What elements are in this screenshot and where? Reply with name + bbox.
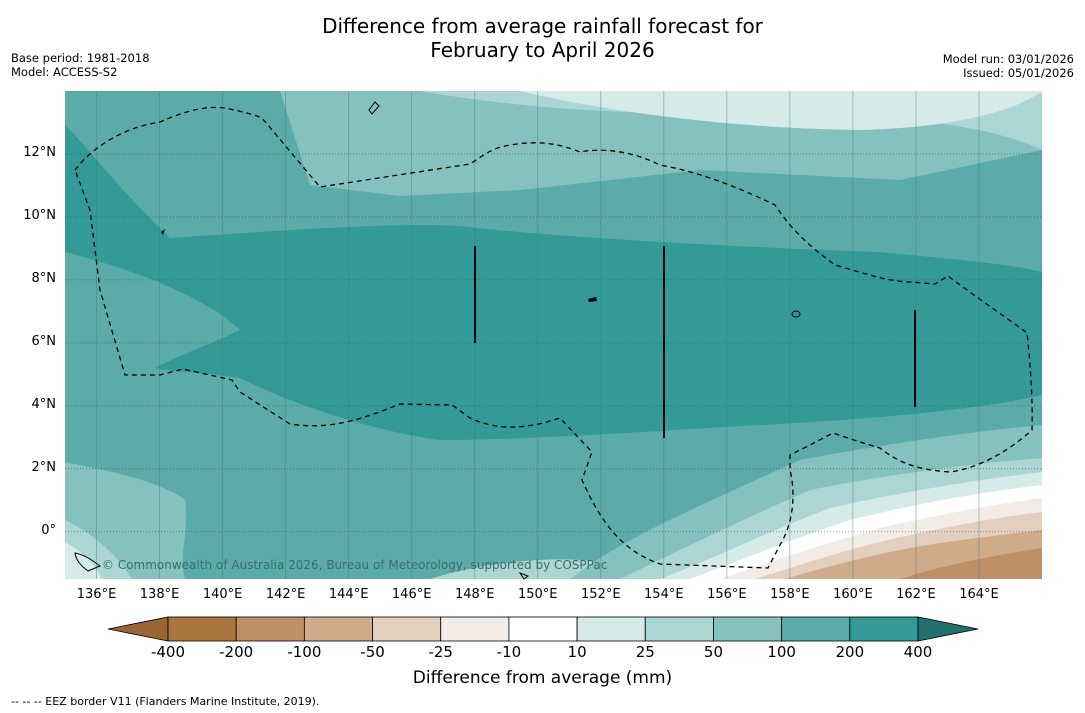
lon-tick-label: 140°E <box>202 587 243 602</box>
lat-tick-label: 2°N <box>31 459 57 475</box>
island-yap <box>161 229 165 235</box>
lon-tick-label: 160°E <box>833 587 873 602</box>
lon-tick-label: 158°E <box>770 587 810 602</box>
lon-tick-label: 136°E <box>76 587 117 602</box>
colorbar-segment-9 <box>781 616 851 642</box>
colorbar-tick-label: -10 <box>496 643 522 661</box>
model-name: Model: ACCESS-S2 <box>11 65 118 79</box>
lat-tick-label: 12°N <box>23 144 56 160</box>
lon-tick-label: 142°E <box>265 587 306 602</box>
colorbar-tick-label: -400 <box>150 643 186 661</box>
contour-deep-teal <box>65 125 1042 440</box>
colorbar-segment-5 <box>508 616 578 642</box>
lon-tick-label: 162°E <box>896 587 936 602</box>
lon-tick-label: 146°E <box>391 587 432 602</box>
colorbar-tick-label: 50 <box>703 643 723 661</box>
model-run: Model run: 03/01/2026 <box>942 52 1074 66</box>
colorbar-segment-8 <box>713 616 783 642</box>
colorbar-tick-label: 100 <box>767 643 796 661</box>
colorbar-tick-label: 25 <box>635 643 655 661</box>
colorbar-title: Difference from average (mm) <box>412 668 673 688</box>
colorbar-segment-2 <box>303 616 373 642</box>
lat-tick-label: 6°N <box>31 333 57 349</box>
colorbar-segment-6 <box>576 616 646 642</box>
island-png-coast <box>74 552 102 572</box>
colorbar-segment-4 <box>440 616 510 642</box>
lon-tick-label: 152°E <box>581 587 621 602</box>
island-markers <box>74 101 916 580</box>
eez-border <box>74 106 1033 569</box>
colorbar-tick-label: -25 <box>428 643 453 661</box>
colorbar-tick-label: -50 <box>360 643 385 661</box>
chart-title: Difference from average rainfall forecas… <box>0 14 1085 62</box>
issued-date: Issued: 05/01/2026 <box>963 66 1074 80</box>
lat-tick-label: 4°N <box>31 396 57 412</box>
map-gridlines <box>65 91 1042 579</box>
colorbar-tick-label: 200 <box>835 643 865 661</box>
copyright-notice: © Commonwealth of Australia 2026, Bureau… <box>102 558 608 572</box>
contour-pale-teal-top-right <box>900 91 1042 106</box>
colorbar-segment-3 <box>372 616 442 642</box>
lon-tick-label: 150°E <box>517 587 558 602</box>
base-period: Base period: 1981-2018 <box>11 51 150 65</box>
colorbar-segment-7 <box>644 616 714 642</box>
island-guam <box>368 101 380 115</box>
island-chuuk <box>791 310 801 318</box>
eez-footnote: -- -- -- EEZ border V11 (Flanders Marine… <box>11 695 320 708</box>
contour-pale-teal-left <box>65 542 102 579</box>
colorbar-segment-0 <box>167 616 237 642</box>
title-line-1: Difference from average rainfall forecas… <box>322 14 763 38</box>
colorbar-extend-high <box>917 616 979 642</box>
lon-tick-label: 148°E <box>454 587 495 602</box>
colorbar-tick-label: 10 <box>567 643 587 661</box>
colorbar-tick-label: -100 <box>287 643 322 661</box>
lon-tick-label: 154°E <box>644 587 684 602</box>
colorbar-tick-label: 400 <box>903 643 933 661</box>
island-png-small <box>518 571 530 580</box>
map-contours <box>65 91 1042 579</box>
contour-brown <box>900 548 1042 579</box>
lat-tick-label: 8°N <box>31 270 57 286</box>
colorbar-segment-10 <box>849 616 919 642</box>
colorbar-extend-low <box>107 616 169 642</box>
lat-tick-label: 0° <box>41 522 56 538</box>
lon-tick-label: 144°E <box>328 587 369 602</box>
meta-left: Base period: 1981-2018 Model: ACCESS-S2 <box>11 51 150 79</box>
lon-tick-label: 138°E <box>139 587 180 602</box>
meta-right: Model run: 03/01/2026 Issued: 05/01/2026 <box>943 52 1074 80</box>
colorbar-segment-1 <box>235 616 305 642</box>
colorbar-segments <box>107 616 979 642</box>
title-line-2: February to April 2026 <box>430 38 655 62</box>
lat-tick-label: 10°N <box>23 207 56 223</box>
lon-tick-label: 164°E <box>959 587 999 602</box>
island-cluster <box>588 297 597 302</box>
colorbar-tick-label: -200 <box>219 643 254 661</box>
lon-tick-label: 156°E <box>707 587 747 602</box>
